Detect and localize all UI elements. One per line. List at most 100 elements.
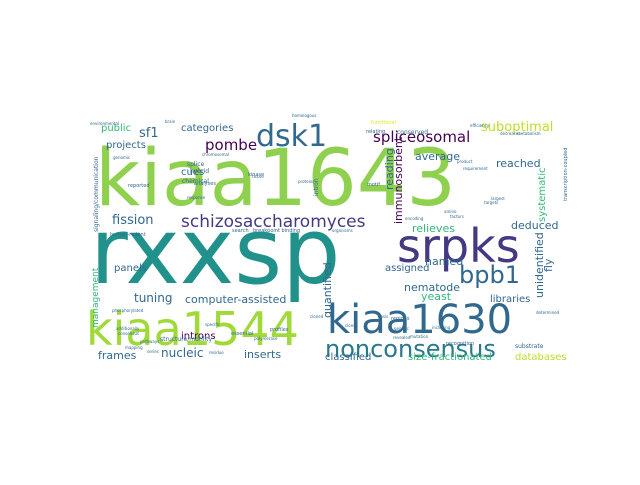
word-revealed: revealed [393, 335, 411, 340]
word-kiaa1544: kiaa1544 [86, 302, 299, 356]
word-response: response [187, 195, 206, 200]
word-chemical: chemical [182, 178, 209, 185]
word-clones: clones [345, 323, 358, 328]
word-functional: functional [371, 120, 396, 126]
word-profiles: profiles [270, 327, 289, 333]
word-pombe: pombe [205, 136, 257, 154]
word-series: series [147, 349, 159, 354]
word-mapping: mapping [125, 345, 143, 350]
word-mutation: mutation [410, 334, 429, 339]
word-including: including [432, 325, 451, 330]
word-targets: targets [484, 200, 498, 205]
word-quantified: quantified [321, 262, 334, 318]
word-conserved: conserved [397, 129, 428, 136]
word-srpks: srpks [397, 219, 520, 273]
word-nucleic: nucleic [161, 346, 203, 360]
word-reading: reading [383, 148, 396, 190]
word-chromosomal: chromosomal [202, 152, 229, 157]
word-libraries: libraries [490, 294, 530, 305]
word-encoding: encoding [405, 216, 424, 221]
word-human-rodent: human-rodent [110, 232, 146, 238]
word-phosphorylated: phosphorylated [112, 308, 144, 313]
word-sf1: sf1 [139, 126, 159, 141]
word-proteins: proteins [298, 179, 314, 184]
word-pathways: pathways [140, 339, 159, 344]
word-databases: databases [515, 352, 567, 363]
word-recognition: recognition [446, 341, 474, 347]
word-transcription-coupled: transcription-coupled [563, 148, 569, 201]
word-splice: splice [187, 161, 205, 168]
word-consensus: consensus [118, 331, 139, 336]
word-factors: factors [450, 214, 464, 219]
word-immunosorbent: immunosorbent [392, 136, 405, 224]
word-fission: fission [112, 213, 154, 228]
word-named: named [425, 255, 463, 268]
word-requirement: requirement [463, 166, 488, 171]
word-systematic: systematic [537, 168, 548, 222]
word-categories: categories [181, 123, 233, 134]
word-tuning: tuning [134, 291, 172, 305]
word-spliceosomal: spliceosomal [373, 128, 470, 146]
word-kiaa1643: kiaa1643 [95, 134, 456, 224]
word-hybrid: hybrid [190, 168, 209, 175]
word-size-fractionated: size-fractionated [408, 352, 492, 363]
word-rxxsp: rxxsp [90, 198, 341, 305]
word-cloned: cloned [310, 314, 324, 319]
word-tissue: tissue [252, 174, 264, 179]
word-yeast: yeast [421, 290, 452, 303]
word-genomic: genomic [113, 155, 130, 160]
word-regions: regions [391, 316, 410, 322]
word-genetic: genetic [394, 326, 409, 331]
word-relating: relating [366, 129, 385, 135]
word-substrate: substrate [515, 343, 544, 350]
word-basis: basis [378, 314, 388, 319]
word-intron: intron [313, 178, 320, 196]
word-determined: determined [536, 310, 560, 315]
word-introns: introns [181, 331, 216, 342]
word-management: management [91, 267, 101, 328]
word-search: search [232, 228, 249, 234]
word-relieves: relieves [412, 222, 455, 235]
word-cues: cues [181, 167, 204, 178]
word-reached: reached [496, 157, 541, 170]
word-fly: fly [542, 258, 555, 272]
word-nonconsensus: nonconsensus [325, 335, 496, 363]
word-essential: essential [231, 331, 253, 337]
word-metabolism: metabolism [517, 131, 541, 136]
word-reported: reported [128, 183, 150, 189]
word-residue: residue [209, 350, 224, 355]
word-structure-motility: structure/motility [160, 336, 212, 343]
word-nematode: nematode [404, 281, 460, 294]
word-efficiency: efficiency [470, 123, 490, 128]
word-average: average [415, 150, 460, 163]
word-analyses: analyses [194, 181, 216, 187]
word-additionally: additionally [116, 326, 140, 331]
word-largest: largest [491, 196, 505, 201]
word-unidentified: unidentified [533, 232, 546, 298]
word-assigned: assigned [385, 263, 430, 274]
word-decreases: decreases [500, 131, 520, 136]
word-product: product [457, 159, 473, 164]
word-panels: panels [114, 263, 147, 274]
word-kinase: kinase [248, 172, 264, 178]
cloud-background [78, 110, 573, 368]
word-motif: motif [367, 182, 380, 188]
word-schizosaccharomyces: schizosaccharomyces [181, 212, 366, 232]
word-inserts: inserts [244, 348, 281, 361]
word-dsk1: dsk1 [256, 119, 327, 154]
word-suboptimal: suboptimal [481, 120, 553, 135]
word-amino: amino [444, 209, 457, 214]
word-signaling-communication: signaling/communication [93, 156, 100, 232]
word-public: public [101, 123, 131, 134]
word-breakpoint-binding: breakpoint binding [253, 228, 300, 234]
word-kiaa1630: kiaa1630 [327, 297, 512, 343]
word-deduced: deduced [511, 219, 559, 232]
word-frames: frames [98, 349, 137, 362]
word-specific: specific [205, 322, 220, 327]
word-environmental: environmental [90, 121, 119, 126]
word-computer-assisted: computer-assisted [185, 293, 286, 306]
word-classified: classified [325, 352, 371, 363]
word-organisms: organisms [332, 228, 353, 233]
